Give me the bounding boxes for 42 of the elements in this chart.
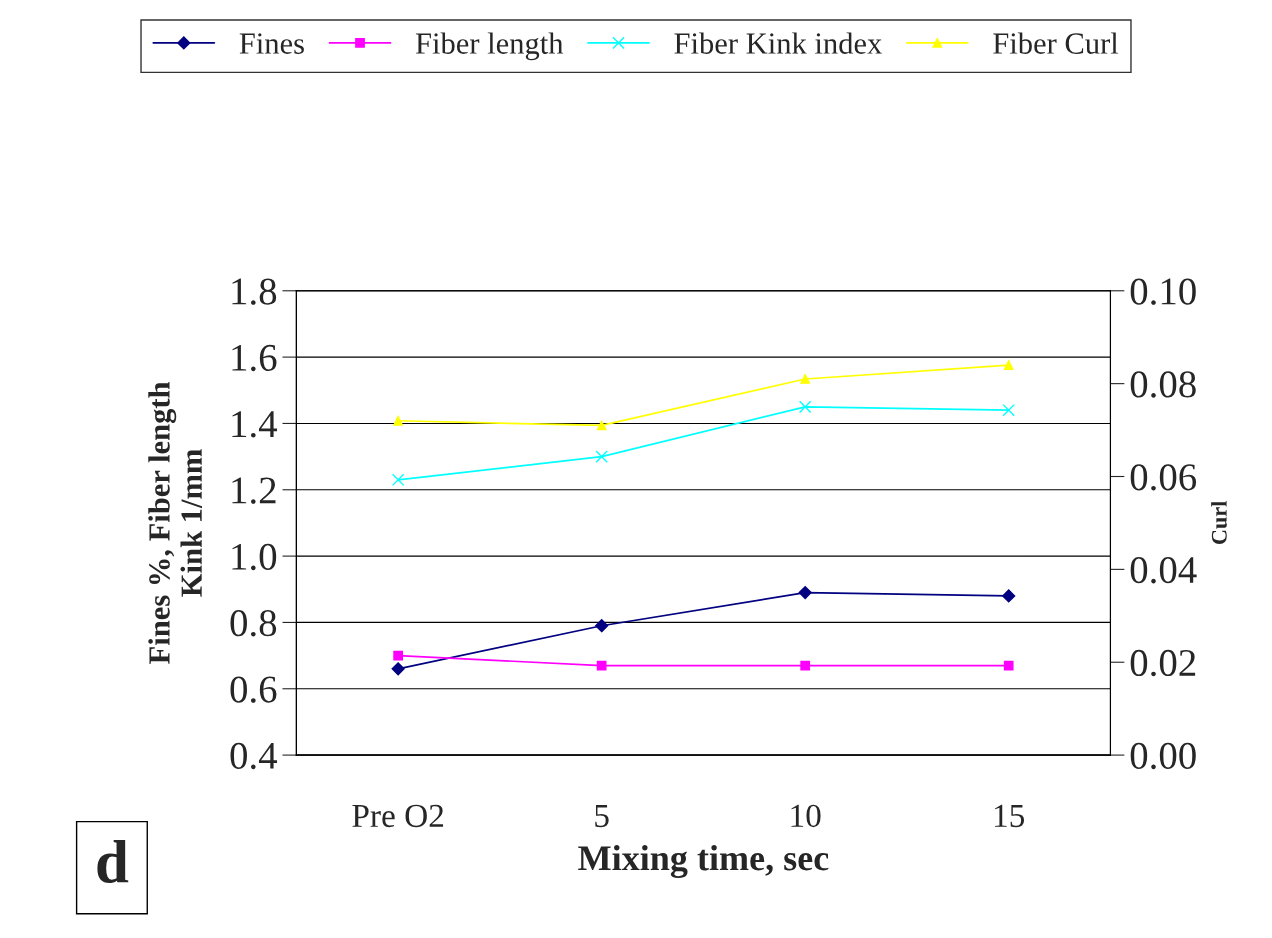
point	[596, 660, 607, 671]
y-tick-label: 0.8	[230, 610, 277, 637]
point	[393, 415, 403, 426]
y2-tick-label: 0.06	[1130, 464, 1197, 491]
x-axis-title: Mixing time, sec	[578, 845, 829, 879]
point	[391, 662, 405, 676]
y2-tick-label: 0.04	[1130, 557, 1197, 584]
point	[391, 473, 405, 487]
y2-tick-label: 0.08	[1130, 371, 1196, 398]
x-tick-label: 15	[994, 804, 1025, 828]
y-axis-title: Fines %, Fiber length Kink 1/mm	[148, 381, 202, 664]
y-tick-label: 0.6	[230, 676, 277, 703]
y2-tick-label: 0.00	[1130, 742, 1196, 770]
y-tick-label: 1.6	[232, 344, 277, 372]
legend-label: Fiber length	[415, 32, 564, 61]
text: d	[97, 839, 129, 883]
x-tick-label: 10	[791, 804, 821, 828]
y-tick-label: 1.8	[232, 278, 277, 305]
y2-tick-label: 0.10	[1130, 278, 1196, 305]
y-tick-label: 1.2	[232, 477, 276, 504]
legend-label: Fines	[239, 33, 304, 54]
point	[595, 450, 608, 463]
point	[393, 650, 403, 661]
point	[596, 420, 607, 431]
point	[1003, 360, 1014, 370]
point	[1002, 403, 1015, 417]
legend-label: Fiber Curl	[993, 32, 1119, 54]
point	[800, 374, 811, 384]
point	[1002, 589, 1016, 603]
point	[798, 400, 812, 414]
y2-tick-label: 0.02	[1130, 649, 1196, 677]
y-tick-label: 0.4	[230, 742, 278, 770]
x-tick-label: Pre O2	[352, 804, 444, 828]
x-tick-label: 5	[595, 805, 609, 828]
point	[1003, 660, 1014, 671]
y2-axis-title: Curl	[1211, 501, 1227, 545]
legend-label: Fiber Kink index	[674, 32, 882, 54]
y-tick-label: 1.0	[232, 543, 277, 571]
point	[800, 660, 811, 671]
y-tick-label: 1.4	[232, 411, 278, 438]
point	[798, 585, 812, 600]
point	[595, 619, 609, 633]
